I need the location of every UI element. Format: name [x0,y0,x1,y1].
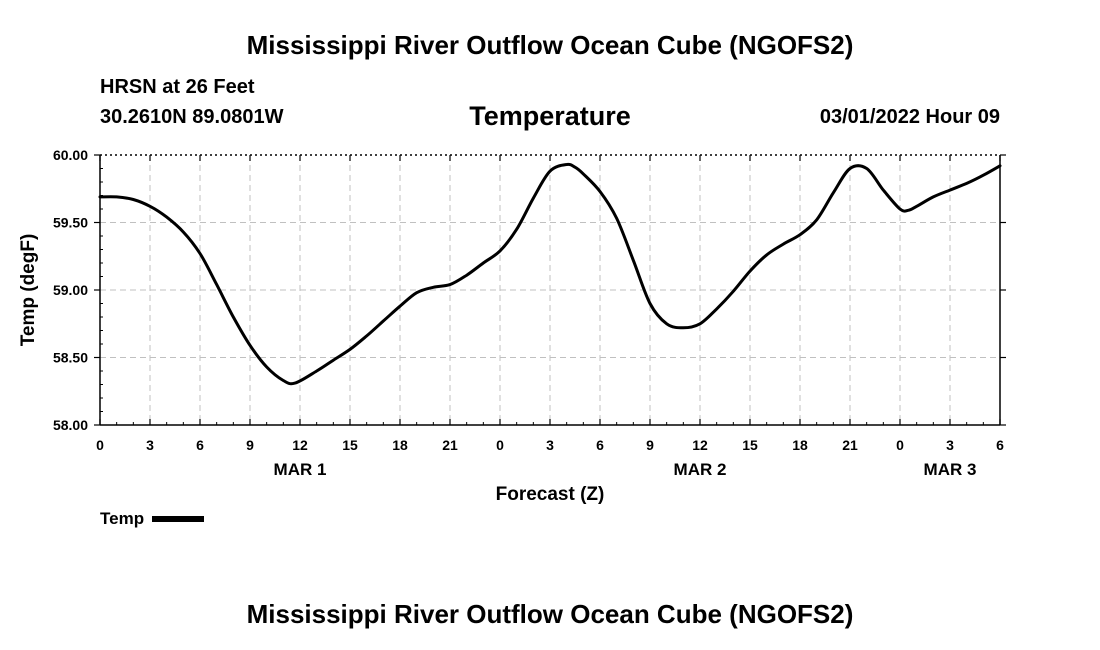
legend: Temp [100,509,205,529]
x-tick-label: 3 [946,437,954,453]
x-tick-label: 9 [246,437,254,453]
y-tick-label: 58.50 [53,350,88,366]
series-line-temp [98,162,1002,386]
x-axis-title: Forecast (Z) [496,484,605,505]
x-tick-label: 6 [596,437,604,453]
x-tick-label: 3 [146,437,154,453]
x-tick-label: 21 [442,437,458,453]
x-tick-label: 6 [196,437,204,453]
station-label: HRSN at 26 Feet [100,76,255,98]
x-tick-label: 15 [342,437,358,453]
x-tick-label: 9 [646,437,654,453]
y-tick-label: 59.00 [53,282,88,298]
x-tick-label: 18 [392,437,408,453]
legend-label: Temp [100,509,145,528]
x-tick-label: 21 [842,437,858,453]
forecast-datetime: 03/01/2022 Hour 09 [819,106,1000,128]
x-tick-label: 15 [742,437,758,453]
y-tick-label: 59.50 [53,215,88,231]
y-tick-label: 58.00 [53,417,88,433]
x-tick-label: 0 [96,437,104,453]
coordinates-label: 30.2610N 89.0801W [100,106,284,128]
x-tick-label: 12 [292,437,308,453]
day-label: MAR 3 [924,460,977,479]
legend-line-swatch [152,516,205,522]
x-tick-label: 12 [692,437,708,453]
x-tick-label: 3 [546,437,554,453]
x-tick-label: 0 [496,437,504,453]
day-label: MAR 2 [674,460,727,479]
footer-title: Mississippi River Outflow Ocean Cube (NG… [246,599,854,629]
y-tick-label: 60.00 [53,147,88,163]
x-tick-label: 6 [996,437,1004,453]
chart-title: Mississippi River Outflow Ocean Cube (NG… [246,30,854,60]
x-tick-label: 18 [792,437,808,453]
x-tick-label: 0 [896,437,904,453]
chart-subtitle: Temperature [469,101,631,131]
y-axis-title: Temp (degF) [18,234,39,347]
day-label: MAR 1 [274,460,327,479]
